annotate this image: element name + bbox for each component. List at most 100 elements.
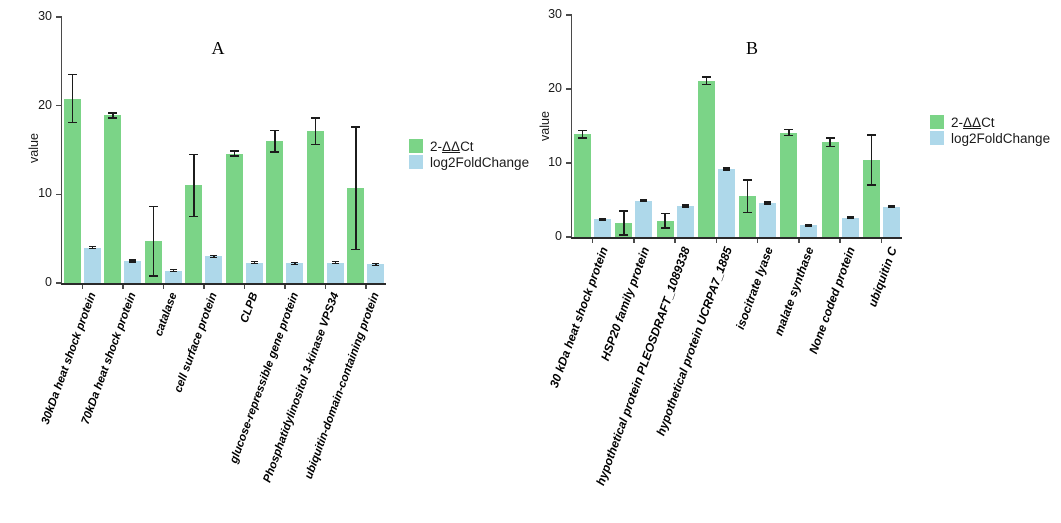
bar-ddct (185, 185, 203, 283)
error-bar-cap (866, 134, 876, 136)
y-tick-label: 20 (548, 81, 562, 95)
x-axis-label: None coded protein (806, 245, 859, 356)
x-tick (591, 238, 594, 243)
error-bar-cap (67, 121, 77, 124)
x-tick (284, 284, 286, 289)
x-tick (880, 238, 883, 243)
error-bar-line (294, 262, 296, 265)
error-bar-cap (640, 200, 648, 203)
error-bar-line (870, 134, 873, 186)
error-bar-cap (108, 112, 118, 114)
x-axis-label: malate synthase (771, 245, 818, 338)
x-axis-label: isocitrate lyase (732, 245, 776, 332)
legend-label-log2fc: log2FoldChange (430, 154, 530, 170)
error-bar-cap (660, 227, 670, 229)
x-tick (243, 284, 245, 289)
error-bar-cap (148, 205, 158, 208)
bar-log2fc (367, 264, 385, 283)
error-bar-line (705, 77, 708, 85)
x-tick (324, 284, 326, 289)
error-bar-line (355, 126, 357, 250)
bar-log2fc (882, 206, 900, 237)
error-bar-cap (88, 245, 96, 248)
bar-log2fc (800, 225, 818, 237)
error-bar-cap (866, 184, 876, 186)
x-tick (162, 284, 164, 289)
error-bar-cap (619, 234, 629, 236)
error-bar-line (684, 205, 686, 207)
error-bar-cap (701, 83, 711, 86)
y-tick (565, 162, 571, 164)
x-tick (365, 284, 367, 289)
error-bar-cap (291, 263, 299, 266)
bar-log2fc (83, 247, 101, 283)
panel-b-title: B (745, 38, 759, 58)
bar-ddct (104, 115, 122, 283)
error-bar-cap (846, 216, 854, 218)
error-bar-cap (805, 225, 813, 227)
error-bar-cap (599, 217, 607, 220)
error-bar-cap (701, 76, 711, 78)
error-bar-cap (681, 206, 689, 208)
error-bar-cap (681, 204, 689, 206)
bar-log2fc (164, 270, 182, 283)
y-tick (565, 236, 571, 238)
error-bar-cap (229, 150, 239, 152)
error-bar-cap (640, 199, 648, 201)
bar-log2fc (841, 217, 859, 237)
error-bar-cap (331, 262, 339, 265)
error-bar-line (808, 224, 810, 227)
error-bar-cap (599, 219, 607, 221)
error-bar-line (71, 74, 73, 123)
error-bar-line (152, 206, 154, 276)
y-tick-label: 0 (555, 229, 562, 243)
x-axis-line (570, 237, 902, 239)
y-tick-label: 30 (548, 7, 562, 21)
bar-log2fc (676, 205, 694, 237)
error-bar-cap (129, 261, 137, 263)
bar-log2fc (286, 263, 304, 283)
error-bar-cap (148, 275, 158, 277)
x-tick (122, 284, 124, 289)
error-bar-cap (825, 137, 835, 139)
bar-ddct (780, 132, 798, 237)
error-bar-cap (743, 211, 753, 214)
error-bar-cap (887, 205, 895, 207)
error-bar-cap (887, 206, 895, 209)
bar-log2fc (326, 262, 344, 283)
error-bar-cap (310, 117, 320, 119)
x-tick (203, 284, 205, 289)
y-tick-label: 20 (38, 97, 52, 112)
error-bar-cap (764, 203, 772, 205)
error-bar-line (601, 218, 604, 221)
error-bar-cap (88, 247, 96, 250)
error-bar-line (829, 137, 831, 147)
error-bar-cap (210, 256, 218, 259)
y-axis-line (570, 14, 572, 238)
error-bar-cap (351, 248, 361, 251)
legend-swatch-blue (930, 131, 944, 145)
error-bar-cap (578, 129, 588, 132)
error-bar-line (788, 129, 790, 136)
error-bar-line (643, 199, 645, 202)
panel-b-y-axis-label: value (538, 111, 552, 141)
legend-swatch-green (930, 115, 944, 129)
bar-log2fc (245, 262, 263, 283)
error-bar-cap (743, 179, 753, 181)
bar-ddct (574, 134, 592, 237)
error-bar-cap (291, 261, 299, 264)
error-bar-cap (619, 210, 629, 212)
error-bar-cap (805, 223, 813, 226)
error-bar-cap (660, 212, 670, 215)
bar-log2fc (124, 260, 142, 283)
error-bar-cap (722, 169, 730, 171)
legend-item-log2fc: log2FoldChange (930, 130, 1050, 146)
bar-log2fc (759, 202, 777, 237)
error-bar-line (172, 269, 174, 272)
error-bar-cap (846, 217, 854, 220)
error-bar-cap (784, 134, 794, 137)
error-bar-cap (250, 262, 258, 265)
legend-item-ddct: 2-ΔΔCt (930, 114, 1050, 130)
